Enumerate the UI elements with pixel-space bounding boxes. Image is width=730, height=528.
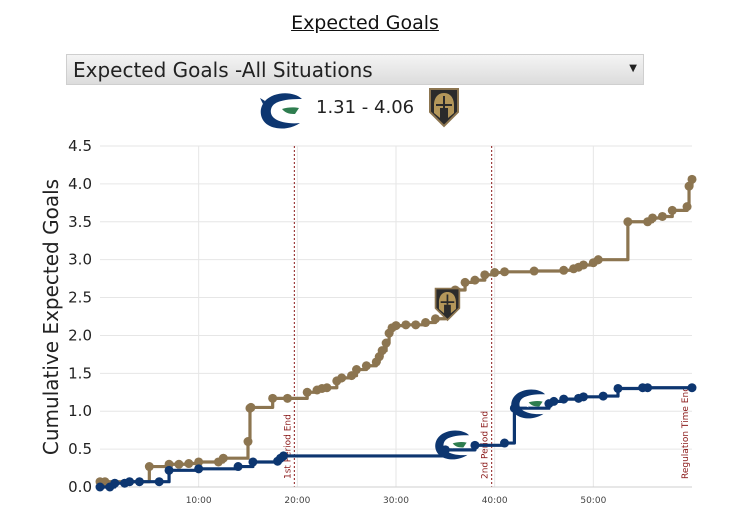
vancouver-data-point: [194, 464, 204, 474]
vegas-data-point: [430, 314, 440, 324]
vegas-data-point: [337, 373, 347, 383]
vegas-data-point: [500, 267, 510, 277]
vegas-data-point: [682, 202, 692, 212]
golden-knights-logo-icon: [429, 88, 459, 128]
canucks-logo-icon: [260, 93, 302, 129]
vegas-data-point: [361, 361, 371, 371]
vancouver-data-point: [248, 457, 258, 467]
x-tick-label: 10:00: [186, 496, 212, 506]
score-text: 1.31 - 4.06: [316, 97, 415, 118]
vegas-data-point: [144, 462, 154, 472]
y-tick-label: 1.0: [68, 402, 92, 420]
chart-axes: 0.0 0.5 1.0 1.5 2.0 2.5 3.0 3.5 4.0 4.5 10:00 20:00…: [68, 137, 692, 506]
vancouver-data-point: [559, 394, 569, 404]
x-tick-label: 30:00: [383, 496, 409, 506]
y-tick-label: 1.5: [68, 364, 92, 382]
vancouver-data-point: [549, 396, 559, 406]
vegas-data-point: [174, 459, 184, 469]
y-tick-label: 2.5: [68, 289, 92, 307]
page-title: Expected Goals: [291, 12, 439, 34]
vegas-data-point: [657, 211, 667, 221]
golden-knights-marker-icon: [434, 287, 461, 322]
vegas-data-point: [347, 371, 357, 381]
vancouver-data-point: [598, 391, 608, 401]
vancouver-data-point: [164, 465, 174, 475]
vegas-data-point: [460, 277, 470, 287]
vegas-data-point: [684, 181, 694, 191]
vegas-data-point: [377, 346, 387, 356]
vancouver-data-point: [643, 383, 653, 393]
vegas-data-point: [391, 321, 401, 331]
period-end-label: 1st Period End: [283, 414, 293, 479]
vegas-data-point: [184, 459, 194, 469]
vegas-data-point: [322, 383, 332, 393]
vegas-data-point: [667, 205, 677, 215]
vancouver-data-point: [613, 383, 623, 393]
vegas-data-point: [623, 217, 633, 227]
y-axis-label: Cumulative Expected Goals: [39, 179, 63, 455]
y-tick-label: 4.0: [68, 175, 92, 193]
situation-select[interactable]: Expected Goals -All Situations ▼: [66, 54, 644, 85]
situation-select-value: Expected Goals -All Situations: [73, 58, 373, 82]
vegas-data-point: [470, 275, 480, 285]
vegas-data-point: [268, 393, 278, 403]
x-tick-label: 20:00: [284, 496, 310, 506]
vancouver-data-point: [687, 383, 697, 393]
vegas-data-point: [421, 318, 431, 328]
vancouver-data-point: [134, 477, 144, 487]
vegas-data-point: [480, 270, 490, 280]
vancouver-data-point: [125, 477, 135, 487]
y-tick-label: 0.5: [68, 440, 92, 458]
vegas-data-point: [218, 453, 228, 463]
vancouver-data-point: [154, 477, 164, 487]
y-tick-label: 4.5: [68, 137, 92, 155]
vegas-data-point: [246, 402, 256, 412]
vegas-data-point: [687, 174, 697, 184]
x-tick-label: 40:00: [482, 496, 508, 506]
chart-grid: [100, 145, 692, 488]
chart-series: [95, 174, 697, 492]
vegas-data-point: [559, 265, 569, 275]
period-end-label: Regulation Time End: [681, 386, 691, 479]
vancouver-data-point: [233, 462, 243, 472]
vancouver-data-point: [279, 451, 289, 461]
period-markers: 1st Period End 2nd Period End Regulation T…: [283, 146, 691, 487]
vegas-data-point: [282, 393, 292, 403]
vegas-data-point: [401, 320, 411, 330]
y-tick-label: 3.5: [68, 213, 92, 231]
canucks-marker-icon: [435, 430, 470, 460]
vancouver-data-point: [578, 392, 588, 402]
vegas-data-point: [302, 387, 312, 397]
vegas-data-point: [490, 268, 500, 278]
vegas-data-point: [411, 320, 421, 330]
vegas-data-point: [648, 213, 658, 223]
x-tick-label: 50:00: [580, 496, 606, 506]
vegas-data-point: [529, 266, 539, 276]
vancouver-data-point: [500, 438, 510, 448]
vegas-data-point: [194, 457, 204, 467]
vegas-data-point: [381, 338, 391, 348]
vegas-data-point: [352, 365, 362, 375]
y-tick-label: 2.0: [68, 326, 92, 344]
chart-logos: [434, 287, 546, 460]
y-tick-label: 3.0: [68, 251, 92, 269]
vancouver-data-point: [110, 478, 120, 488]
dropdown-arrow-icon[interactable]: ▼: [629, 63, 637, 74]
vancouver-data-point: [470, 440, 480, 450]
vegas-data-point: [578, 260, 588, 270]
y-tick-label: 0.0: [68, 478, 92, 496]
vancouver-data-point: [95, 482, 105, 492]
vegas-data-point: [593, 255, 603, 265]
canucks-marker-icon: [511, 389, 546, 419]
vegas-data-point: [243, 437, 253, 447]
